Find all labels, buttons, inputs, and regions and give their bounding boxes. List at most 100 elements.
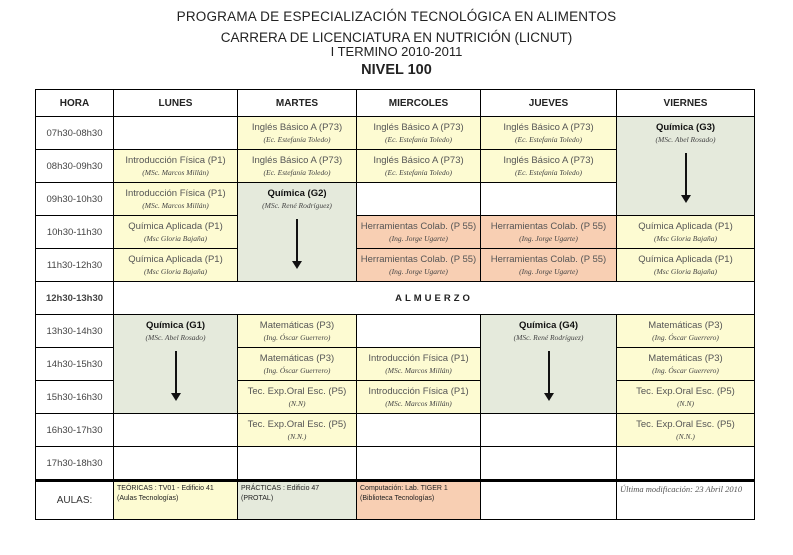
teacher-name: (MSc. René Rodríguez) — [513, 333, 584, 342]
lunch-break: ALMUERZO — [113, 281, 755, 315]
empty-cell — [480, 446, 617, 481]
time-slot: 09h30-10h30 — [35, 182, 114, 216]
class-cell: Química (G4) (MSc. René Rodríguez) — [480, 314, 617, 414]
time-slot: 14h30-15h30 — [35, 347, 114, 381]
class-cell: Herramientas Colab. (P 55) (Ing. Jorge Ug… — [480, 248, 617, 282]
table-row: 17h30-18h30 — [35, 446, 755, 481]
table-row: 14h30-15h30 Matemáticas (P3) (Ing. Óscar G… — [35, 347, 755, 381]
empty-cell — [356, 182, 481, 216]
teacher-name: (MSc. Abel Rosado) — [145, 333, 206, 342]
table-row: 07h30-08h30 Inglés Básico A (P73) (Ec. Est… — [35, 116, 755, 216]
teacher-name: (N.N) — [677, 399, 694, 408]
column-header-viernes: VIERNES — [616, 89, 755, 117]
class-cell: Inglés Básico A (P73) (Ec. Estefanía Tole… — [356, 149, 481, 183]
empty-cell — [113, 116, 238, 150]
empty-cell — [480, 182, 617, 216]
subject-name: Introducción Física (P1) — [125, 188, 226, 199]
last-modified: Última modificación: 23 Abril 2010 — [616, 479, 755, 520]
class-cell: Química (G1) (MSc. Abel Rosado) — [113, 314, 238, 414]
empty-cell — [356, 413, 481, 447]
time-slot: 08h30-09h30 — [35, 149, 114, 183]
column-header-miercoles: MIERCOLES — [356, 89, 481, 117]
teacher-name: (Ec. Estefanía Toledo) — [384, 135, 452, 144]
column-header-lunes: LUNES — [113, 89, 238, 117]
subject-name: Química (G4) — [518, 320, 579, 331]
class-cell: Herramientas Colab. (P 55) (Ing. Jorge Ug… — [356, 215, 481, 249]
time-slot: 11h30-12h30 — [35, 248, 114, 282]
subject-name: Matemáticas (P3) — [648, 353, 723, 364]
subject-name: Inglés Básico A (P73) — [373, 122, 464, 133]
teacher-name: (N.N) — [288, 399, 306, 408]
class-cell: Química Aplicada (P1) (Msc Gloria Bajaña) — [113, 215, 238, 249]
class-cell: Inglés Básico A (P73) (Ec. Estefanía Tole… — [480, 149, 617, 183]
class-cell: Química Aplicada (P1) (Msc Gloria Bajaña) — [616, 215, 755, 249]
class-cell: Tec. Exp.Oral Esc. (P5) (N.N) — [616, 380, 755, 414]
teacher-name: (MSc. Marcos Millán) — [142, 168, 209, 177]
teacher-name: (MSc. Abel Rosado) — [655, 135, 716, 144]
time-slot: 16h30-17h30 — [35, 413, 114, 447]
table-row: 10h30-11h30 Química Aplicada (P1) (Msc Glo… — [35, 215, 755, 249]
teacher-name: (Ec. Estefanía Toledo) — [263, 168, 331, 177]
arrow-down-icon — [543, 351, 554, 401]
subject-name: Matemáticas (P3) — [648, 320, 723, 331]
aulas-row: AULAS: TEÓRICAS : TV01 - Edificio 41 (Aul… — [35, 479, 755, 520]
subject-name: Química Aplicada (P1) — [128, 254, 223, 265]
subject-name: Tec. Exp.Oral Esc. (P5) — [247, 386, 347, 397]
class-cell: Química Aplicada (P1) (Msc Gloria Bajaña) — [113, 248, 238, 282]
time-slot: 10h30-11h30 — [35, 215, 114, 249]
teacher-name: (Ing. Jorge Ugarte) — [519, 267, 578, 276]
arrow-down-icon — [170, 351, 181, 401]
class-cell: Química (G2) (MSc. René Rodríguez) — [237, 182, 357, 282]
teacher-name: (Ing. Óscar Guerrero) — [652, 366, 719, 375]
class-cell: Matemáticas (P3) (Ing. Óscar Guerrero) — [616, 314, 755, 348]
aulas-label: AULAS: — [35, 479, 114, 520]
subject-name: Inglés Básico A (P73) — [251, 155, 343, 166]
class-cell: Inglés Básico A (P73) (Ec. Estefanía Tole… — [356, 116, 481, 150]
teacher-name: (Msc Gloria Bajaña) — [144, 234, 207, 243]
aulas-computacion: Computación: Lab. TIGER 1 (Biblioteca Te… — [356, 479, 481, 520]
teacher-name: (N.N.) — [676, 432, 695, 441]
time-slot: 12h30-13h30 — [35, 281, 114, 315]
time-slot: 07h30-08h30 — [35, 116, 114, 150]
subject-name: Química (G3) — [655, 122, 716, 133]
program-title: PROGRAMA DE ESPECIALIZACIÓN TECNOLÓGICA … — [176, 9, 617, 24]
teacher-name: (Ec. Estefanía Toledo) — [384, 168, 452, 177]
class-cell: Inglés Básico A (P73) (Ec. Estefanía Tole… — [237, 116, 357, 150]
class-cell: Matemáticas (P3) (Ing. Óscar Guerrero) — [616, 347, 755, 381]
class-cell: Tec. Exp.Oral Esc. (P5) (N.N.) — [237, 413, 357, 447]
subject-name: Introducción Física (P1) — [368, 386, 469, 397]
class-cell: Matemáticas (P3) (Ing. Óscar Guerrero) — [237, 347, 357, 381]
class-cell: Introducción Física (P1) (MSc. Marcos Mil… — [113, 182, 238, 216]
teacher-name: (Msc Gloria Bajaña) — [144, 267, 207, 276]
class-cell: Introducción Física (P1) (MSc. Marcos Mil… — [356, 380, 481, 414]
time-slot: 17h30-18h30 — [35, 446, 114, 481]
class-cell: Introducción Física (P1) (MSc. Marcos Mil… — [113, 149, 238, 183]
subject-name: Química Aplicada (P1) — [638, 221, 733, 232]
class-cell: Herramientas Colab. (P 55) (Ing. Jorge Ug… — [356, 248, 481, 282]
teacher-name: (Ing. Óscar Guerrero) — [652, 333, 719, 342]
teacher-name: (Ing. Jorge Ugarte) — [519, 234, 578, 243]
subject-name: Herramientas Colab. (P 55) — [490, 221, 607, 232]
subject-name: Tec. Exp.Oral Esc. (P5) — [247, 419, 347, 430]
aulas-practicas: PRÁCTICAS : Edificio 47 (PROTAL) — [237, 479, 357, 520]
class-cell: Química Aplicada (P1) (Msc Gloria Bajaña) — [616, 248, 755, 282]
table-row: 08h30-09h30 Introducción Física (P1) (MSc.… — [35, 149, 755, 183]
column-header-hora: HORA — [35, 89, 114, 117]
teacher-name: (MSc. Marcos Millán) — [142, 201, 209, 210]
subject-name: Inglés Básico A (P73) — [373, 155, 464, 166]
class-cell: Tec. Exp.Oral Esc. (P5) (N.N.) — [616, 413, 755, 447]
teacher-name: (Msc Gloria Bajaña) — [654, 267, 717, 276]
header-row: HORA LUNES MARTES MIERCOLES JUEVES VIERNES — [35, 89, 755, 117]
class-cell: Herramientas Colab. (P 55) (Ing. Jorge Ug… — [480, 215, 617, 249]
career-title: CARRERA DE LICENCIATURA EN NUTRICIÓN (LI… — [220, 30, 573, 45]
class-cell: Inglés Básico A (P73) (Ec. Estefanía Tole… — [480, 116, 617, 150]
teacher-name: (Msc Gloria Bajaña) — [654, 234, 717, 243]
subject-name: Herramientas Colab. (P 55) — [360, 254, 477, 265]
subject-name: Química Aplicada (P1) — [638, 254, 733, 265]
subject-name: Introducción Física (P1) — [368, 353, 469, 364]
subject-name: Matemáticas (P3) — [259, 320, 335, 331]
table-row: 13h30-14h30 Química (G1) (MSc. Abel Rosado… — [35, 314, 755, 414]
schedule-table: HORA LUNES MARTES MIERCOLES JUEVES VIERNES 07… — [35, 89, 755, 520]
level-title: NIVEL 100 — [361, 62, 432, 78]
subject-name: Química Aplicada (P1) — [128, 221, 223, 232]
